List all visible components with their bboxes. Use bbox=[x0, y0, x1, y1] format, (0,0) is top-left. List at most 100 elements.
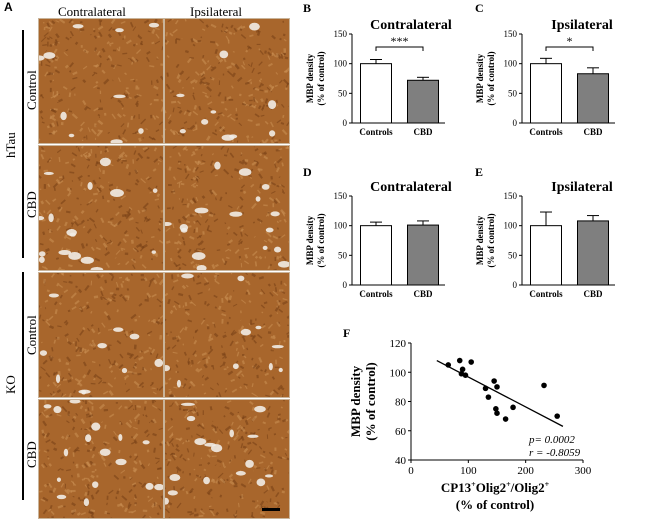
group-bracket-ko bbox=[22, 272, 24, 500]
x-tick-label: CBD bbox=[583, 127, 603, 137]
chart-title: Ipsilateral bbox=[551, 18, 613, 33]
y-axis-label-line: MBP density bbox=[348, 365, 363, 437]
tile-ko-control-contra bbox=[38, 272, 164, 398]
y-axis-label-line: (% of control) bbox=[486, 51, 496, 105]
y-tick-label: 60 bbox=[395, 426, 407, 438]
y-axis-label-line: (% of control) bbox=[316, 51, 326, 105]
y-tick-label: 150 bbox=[334, 29, 348, 39]
stat-p-value: p= 0.0002 bbox=[528, 434, 575, 446]
x-tick-label: CBD bbox=[413, 289, 433, 299]
data-point bbox=[502, 416, 509, 422]
x-tick-label: 200 bbox=[517, 465, 534, 477]
bar-cbd bbox=[577, 73, 609, 124]
y-tick-label: 100 bbox=[504, 59, 518, 69]
data-point bbox=[468, 359, 475, 365]
bar-controls bbox=[530, 63, 562, 124]
x-tick-label: Controls bbox=[359, 127, 393, 137]
chart-title: Contralateral bbox=[370, 18, 452, 33]
y-tick-label: 0 bbox=[343, 118, 348, 128]
scale-bar bbox=[262, 508, 280, 511]
y-tick-label: 40 bbox=[395, 455, 407, 467]
x-tick-label: Controls bbox=[529, 289, 563, 299]
y-axis-label-line: (% of control) bbox=[486, 213, 496, 267]
tile-ko-cbd-contra bbox=[38, 399, 164, 519]
stat-r-value: r = -0.8059 bbox=[529, 447, 581, 459]
y-axis-label-line: MBP density bbox=[475, 53, 485, 103]
data-point bbox=[491, 378, 497, 384]
x-tick-label: 100 bbox=[460, 465, 477, 477]
y-tick-label: 100 bbox=[334, 59, 348, 69]
y-axis-label: MBP density(% of control) bbox=[475, 213, 496, 267]
data-point bbox=[482, 385, 489, 392]
bar-chart-b: B Contralateral MBP density(% of control) 0… bbox=[303, 1, 452, 137]
tile-texture bbox=[39, 273, 163, 397]
data-point bbox=[445, 362, 452, 368]
y-tick-label: 100 bbox=[390, 367, 407, 379]
data-point bbox=[541, 382, 547, 389]
x-tick-label: CBD bbox=[583, 289, 603, 299]
data-point bbox=[485, 394, 492, 400]
panel-letter: D bbox=[303, 165, 312, 179]
y-tick-label: 150 bbox=[334, 191, 348, 201]
bar-controls bbox=[360, 63, 392, 124]
x-axis-label-sup: + bbox=[545, 480, 550, 489]
y-tick-label: 50 bbox=[338, 250, 348, 260]
y-axis-label-line: MBP density bbox=[305, 53, 315, 103]
significance-bracket bbox=[545, 46, 594, 51]
y-tick-label: 80 bbox=[395, 397, 407, 409]
y-tick-label: 50 bbox=[338, 88, 348, 98]
y-axis-label-line: MBP density bbox=[475, 215, 485, 265]
tile-htau-cbd-contra bbox=[38, 145, 164, 271]
x-tick-label: CBD bbox=[413, 127, 433, 137]
y-tick-label: 100 bbox=[334, 221, 348, 231]
tile-texture bbox=[165, 146, 289, 270]
y-axis-label: MBP density(% of control) bbox=[305, 51, 326, 105]
y-tick-label: 0 bbox=[513, 118, 518, 128]
bar-cbd bbox=[577, 220, 609, 286]
y-tick-label: 50 bbox=[508, 250, 518, 260]
panel-letter: B bbox=[303, 1, 311, 15]
significance-bracket bbox=[375, 46, 424, 51]
x-axis-label-part: /Olig2 bbox=[510, 480, 545, 495]
x-axis-label-sup: + bbox=[506, 480, 511, 489]
data-point bbox=[456, 357, 463, 364]
y-tick-label: 50 bbox=[508, 88, 518, 98]
group-bracket-htau bbox=[22, 30, 24, 258]
tile-texture bbox=[165, 273, 289, 397]
tile-ko-control-ipsi bbox=[164, 272, 290, 398]
x-axis-label-sup: + bbox=[471, 480, 476, 489]
x-axis-label-line2: (% of control) bbox=[456, 497, 534, 512]
x-axis-label-part: CP13 bbox=[441, 480, 472, 495]
significance-label: *** bbox=[391, 34, 409, 48]
bar-cbd bbox=[407, 224, 439, 286]
tile-ko-cbd-ipsi bbox=[164, 399, 290, 519]
significance-label: * bbox=[567, 34, 573, 48]
y-tick-label: 0 bbox=[343, 280, 348, 290]
panel-letter: C bbox=[475, 1, 484, 15]
y-axis-label-line: MBP density bbox=[305, 215, 315, 265]
tile-texture bbox=[165, 19, 289, 143]
bar-cbd bbox=[407, 79, 439, 124]
y-tick-label: 150 bbox=[504, 191, 518, 201]
y-axis-label: MBP density(% of control) bbox=[305, 213, 326, 267]
y-axis-label-line: (% of control) bbox=[363, 362, 378, 440]
y-tick-label: 100 bbox=[504, 221, 518, 231]
tile-htau-control-ipsi bbox=[164, 18, 290, 144]
col-header-ipsilateral: Ipsilateral bbox=[190, 4, 242, 19]
data-point bbox=[494, 384, 500, 390]
bar-controls bbox=[360, 225, 392, 286]
data-point bbox=[493, 406, 499, 412]
data-point bbox=[510, 404, 516, 411]
x-tick-label: Controls bbox=[529, 127, 563, 137]
data-point bbox=[462, 372, 469, 378]
chart-title: Contralateral bbox=[370, 180, 452, 195]
tile-htau-cbd-ipsi bbox=[164, 145, 290, 271]
x-tick-label: Controls bbox=[359, 289, 393, 299]
bar-chart-c: C Ipsilateral MBP density(% of control) 0 50… bbox=[475, 1, 615, 137]
regression-line bbox=[436, 359, 564, 427]
data-point bbox=[554, 413, 560, 419]
x-axis-label-part: Olig2 bbox=[476, 480, 506, 495]
y-axis-label-line: (% of control) bbox=[316, 213, 326, 267]
